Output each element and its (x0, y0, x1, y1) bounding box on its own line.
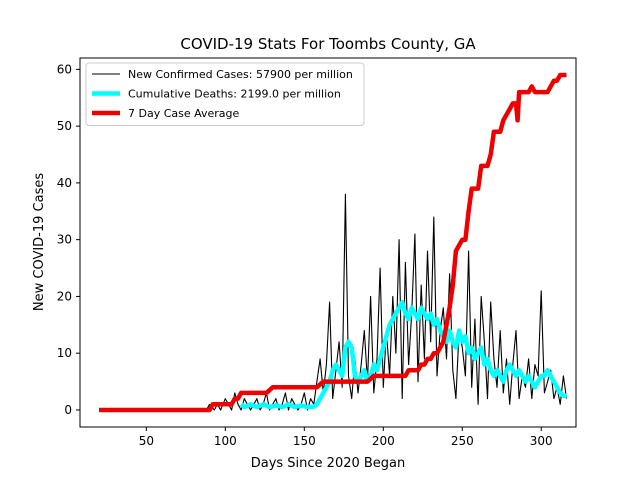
plot-area (99, 72, 568, 413)
x-tick-label: 150 (293, 434, 316, 448)
axes: 50 100 150 200 250 300 0 10 20 30 40 50 60 (57, 57, 577, 448)
x-tick-label: 50 (139, 434, 154, 448)
y-tick-label: 0 (64, 403, 72, 417)
x-axis-label: Days Since 2020 Began (251, 456, 406, 471)
y-tick-label: 30 (57, 233, 72, 247)
x-tick-label: 100 (214, 434, 237, 448)
x-tick-label: 300 (530, 434, 553, 448)
legend-label-1: Cumulative Deaths: 2199.0 per million (128, 88, 341, 101)
y-tick-label: 10 (57, 346, 72, 360)
x-tick-label: 200 (372, 434, 395, 448)
y-tick-label: 20 (57, 289, 72, 303)
legend-label-2: 7 Day Case Average (128, 107, 240, 120)
chart-title: COVID-19 Stats For Toombs County, GA (180, 35, 476, 53)
axes-frame (79, 57, 577, 428)
y-axis-label: New COVID-19 Cases (32, 173, 47, 311)
series-line-2 (99, 72, 567, 413)
series-line-1 (239, 299, 567, 410)
legend-box (85, 62, 365, 126)
y-tick-label: 60 (57, 62, 72, 76)
legend-label-0: New Confirmed Cases: 57900 per million (128, 68, 353, 81)
y-tick-label: 50 (57, 119, 72, 133)
y-tick-label: 40 (57, 176, 72, 190)
x-tick-label: 250 (451, 434, 474, 448)
legend: New Confirmed Cases: 57900 per million Cu… (85, 62, 365, 126)
